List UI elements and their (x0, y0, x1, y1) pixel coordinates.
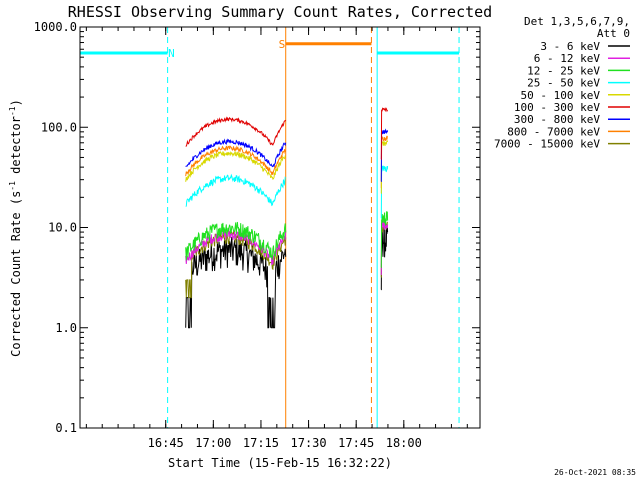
x-tick-label-3: 17:30 (291, 436, 327, 450)
legend-label-4: 50 - 100 keV (521, 89, 601, 102)
legend-label-1: 6 - 12 keV (534, 52, 601, 65)
y-axis-label-sup2: -1 (8, 106, 17, 116)
series-trace-7 (185, 145, 287, 177)
y-tick-label-3: 100.0 (41, 120, 77, 134)
series-trace-late-7 (380, 135, 389, 189)
legend-header-attenuator: Att 0 (597, 27, 630, 40)
x-axis-label: Start Time (15-Feb-15 16:32:22) (168, 456, 392, 470)
series-trace-8 (185, 231, 287, 299)
series-trace-5 (185, 116, 287, 147)
x-tick-label-2: 17:15 (243, 436, 279, 450)
legend-label-5: 100 - 300 keV (514, 101, 600, 114)
series-4 (185, 140, 389, 194)
series-6 (185, 128, 389, 182)
flag-label-2: S (279, 38, 286, 51)
y-axis-label-part2: detector (9, 116, 23, 181)
y-tick-label-2: 10.0 (48, 221, 77, 235)
legend-label-0: 3 - 6 keV (540, 40, 600, 53)
series-group (185, 107, 389, 329)
x-tick-label-4: 17:45 (338, 436, 374, 450)
x-tick-label-0: 16:45 (148, 436, 184, 450)
timestamp: 26-Oct-2021 08:35 (554, 468, 636, 477)
flag-label-0: N (168, 47, 175, 60)
x-axis: 16:45 17:00 17:15 17:30 17:45 18:00 (85, 27, 468, 450)
series-trace-late-6 (380, 128, 389, 182)
y-tick-label-4: 1000.0 (34, 20, 77, 34)
y-axis: 0.1 1.0 10.0 100.0 1000.0 (34, 20, 480, 435)
legend-label-8: 7000 - 15000 keV (494, 138, 600, 151)
y-axis-label-part3: ) (9, 99, 23, 106)
chart-title: RHESSI Observing Summary Count Rates, Co… (68, 3, 492, 21)
series-trace-6 (185, 138, 287, 168)
series-trace-late-2 (380, 211, 389, 268)
y-tick-label-0: 0.1 (55, 421, 77, 435)
y-axis-label-part1: Corrected Count Rate (s (9, 191, 23, 357)
series-5 (185, 107, 389, 160)
y-tick-label-1: 1.0 (55, 321, 77, 335)
x-tick-label-5: 18:00 (386, 436, 422, 450)
series-trace-3 (185, 173, 287, 207)
series-2 (185, 211, 389, 268)
legend-label-6: 300 - 800 keV (514, 113, 600, 126)
series-trace-late-1 (380, 220, 389, 275)
flag-bars: NS (80, 38, 460, 60)
y-axis-label-sup1: -1 (8, 181, 17, 191)
series-7 (185, 135, 389, 189)
series-3 (185, 165, 389, 219)
series-trace-late-4 (380, 140, 389, 194)
x-tick-label-1: 17:00 (195, 436, 231, 450)
y-axis-label: Corrected Count Rate (s-1 detector-1) (8, 99, 23, 357)
series-trace-2 (185, 221, 287, 261)
series-trace-4 (185, 150, 287, 182)
series-trace-late-3 (380, 165, 389, 219)
legend-label-7: 800 - 7000 keV (507, 125, 600, 138)
series-trace-late-5 (380, 107, 389, 160)
legend-label-3: 25 - 50 keV (527, 77, 600, 90)
legend-header-detectors: Det 1,3,5,6,7,9, (524, 15, 630, 28)
legend-label-2: 12 - 25 keV (527, 64, 600, 77)
